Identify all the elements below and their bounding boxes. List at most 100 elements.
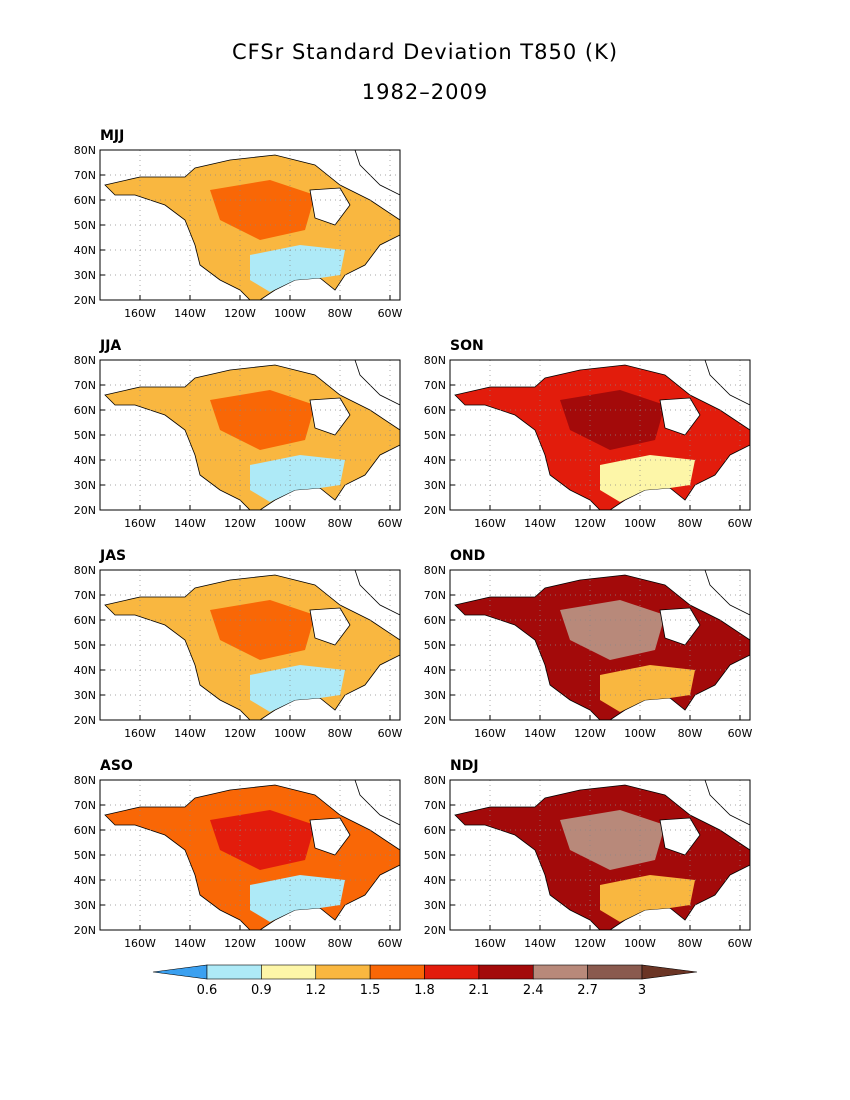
map-plot: 80N 70N 60N 50N 40N 30N 20N 160W 140W 120W 100W 80W… — [74, 144, 403, 320]
lat-tick-label: 70N — [74, 379, 96, 392]
lon-tick-label: 140W — [524, 937, 556, 950]
lon-tick-label: 80W — [328, 517, 353, 530]
low-variance-region — [250, 455, 345, 502]
low-variance-region — [600, 665, 695, 712]
lat-tick-label: 20N — [424, 924, 446, 937]
lon-tick-label: 100W — [274, 517, 306, 530]
lat-tick-label: 40N — [74, 454, 96, 467]
lat-tick-label: 20N — [74, 924, 96, 937]
lat-tick-label: 60N — [74, 404, 96, 417]
lon-tick-label: 100W — [624, 517, 656, 530]
panel-label: MJJ — [100, 128, 125, 144]
colorbar-level-label: 1.2 — [305, 983, 327, 998]
lat-tick-label: 30N — [74, 479, 96, 492]
lon-tick-label: 60W — [378, 307, 403, 320]
lat-tick-label: 40N — [424, 874, 446, 887]
colorbar — [152, 964, 698, 980]
land-group — [454, 569, 751, 721]
lat-tick-label: 80N — [74, 564, 96, 577]
land-group — [454, 359, 751, 511]
lon-tick-label: 80W — [678, 937, 703, 950]
lon-tick-label: 160W — [124, 937, 156, 950]
lat-tick-label: 70N — [424, 379, 446, 392]
lat-tick-label: 80N — [74, 144, 96, 157]
lon-tick-label: 140W — [524, 727, 556, 740]
lat-tick-label: 50N — [74, 849, 96, 862]
lon-tick-label: 160W — [124, 517, 156, 530]
lat-tick-label: 50N — [424, 849, 446, 862]
colorbar-level-label: 1.5 — [359, 983, 381, 998]
map-plot: 80N 70N 60N 50N 40N 30N 20N 160W 140W 120W 100W 80W… — [424, 774, 753, 950]
chart-subtitle: 1982–2009 — [361, 80, 489, 104]
colorbar-swatch — [369, 964, 425, 980]
lat-tick-label: 20N — [424, 504, 446, 517]
low-variance-region — [250, 665, 345, 712]
lon-tick-label: 140W — [174, 517, 206, 530]
map-plot: 80N 70N 60N 50N 40N 30N 20N 160W 140W 120W 100W 80W… — [74, 354, 403, 530]
map-panel-son: SON 80N 70N 60N 50N 40N 30N 20N 160W 140W 120W 100… — [405, 338, 765, 538]
lat-tick-label: 80N — [74, 774, 96, 787]
lon-tick-label: 100W — [274, 307, 306, 320]
lat-tick-label: 40N — [74, 664, 96, 677]
lon-tick-label: 60W — [378, 517, 403, 530]
lat-tick-label: 60N — [74, 194, 96, 207]
lat-tick-label: 40N — [424, 454, 446, 467]
lon-tick-label: 120W — [574, 727, 606, 740]
lon-tick-label: 60W — [728, 937, 753, 950]
lat-tick-label: 70N — [424, 799, 446, 812]
lat-tick-label: 30N — [74, 269, 96, 282]
high-variance-region — [560, 390, 665, 450]
lon-tick-label: 100W — [624, 727, 656, 740]
lat-tick-label: 20N — [74, 714, 96, 727]
panel-label: JJA — [100, 338, 122, 354]
lat-tick-label: 80N — [424, 774, 446, 787]
lat-tick-label: 50N — [424, 429, 446, 442]
lat-tick-label: 70N — [74, 799, 96, 812]
high-variance-region — [560, 810, 665, 870]
lon-tick-label: 80W — [678, 517, 703, 530]
map-panel-ndj: NDJ 80N 70N 60N 50N 40N 30N 20N 160W 140W 120W 100… — [405, 758, 765, 958]
lat-tick-label: 80N — [424, 564, 446, 577]
colorbar-level-label: 2.1 — [468, 983, 490, 998]
panel-label: JAS — [100, 548, 127, 564]
panel-label: NDJ — [450, 758, 479, 774]
lon-tick-label: 120W — [574, 937, 606, 950]
lat-tick-label: 30N — [424, 899, 446, 912]
lon-tick-label: 60W — [728, 517, 753, 530]
lon-tick-label: 160W — [124, 727, 156, 740]
lon-tick-label: 120W — [224, 937, 256, 950]
high-variance-region — [210, 180, 315, 240]
land-group — [104, 149, 401, 301]
low-variance-region — [250, 245, 345, 292]
high-variance-region — [210, 390, 315, 450]
low-variance-region — [600, 875, 695, 922]
lat-tick-label: 50N — [74, 639, 96, 652]
panel-label: OND — [450, 548, 486, 564]
low-variance-region — [250, 875, 345, 922]
colorbar-swatch — [424, 964, 480, 980]
map-panel-aso: ASO 80N 70N 60N 50N 40N 30N 20N 160W 140W 120W 100… — [55, 758, 415, 958]
lat-tick-label: 30N — [424, 689, 446, 702]
colorbar-swatch — [261, 964, 317, 980]
lon-tick-label: 160W — [124, 307, 156, 320]
colorbar-swatch — [206, 964, 262, 980]
lat-tick-label: 20N — [74, 294, 96, 307]
lon-tick-label: 140W — [174, 307, 206, 320]
lat-tick-label: 60N — [74, 614, 96, 627]
chart-title: CFSr Standard Deviation T850 (K) — [231, 40, 619, 64]
low-variance-region — [600, 455, 695, 502]
panel-label: ASO — [100, 758, 133, 774]
lon-tick-label: 80W — [328, 937, 353, 950]
lat-tick-label: 50N — [424, 639, 446, 652]
lat-tick-label: 70N — [74, 169, 96, 182]
lat-tick-label: 50N — [74, 219, 96, 232]
map-plot: 80N 70N 60N 50N 40N 30N 20N 160W 140W 120W 100W 80W… — [74, 774, 403, 950]
map-plot: 80N 70N 60N 50N 40N 30N 20N 160W 140W 120W 100W 80W… — [74, 564, 403, 740]
colorbar-level-label: 2.4 — [522, 983, 544, 998]
lon-tick-label: 100W — [624, 937, 656, 950]
colorbar-level-label: 2.7 — [577, 983, 598, 998]
lon-tick-label: 140W — [174, 727, 206, 740]
lat-tick-label: 60N — [424, 404, 446, 417]
colorbar-swatch — [315, 964, 371, 980]
lat-tick-label: 60N — [424, 824, 446, 837]
